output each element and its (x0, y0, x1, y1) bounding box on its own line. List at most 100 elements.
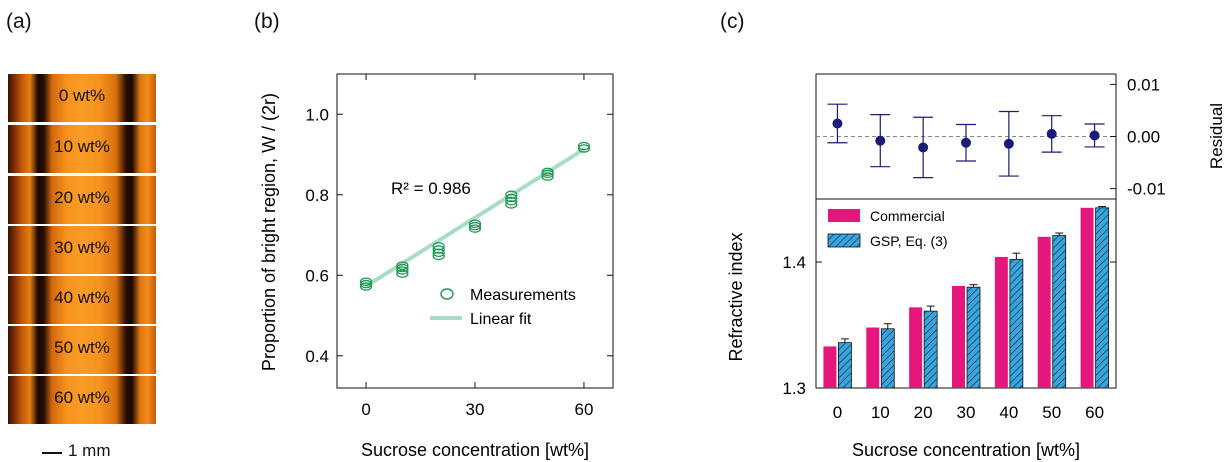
y-tick-label: 0.01 (1127, 75, 1160, 94)
bar-commercial (909, 307, 923, 388)
data-point (396, 269, 409, 278)
data-point (432, 251, 445, 261)
legend-marker-measurements (440, 288, 454, 300)
bar-commercial (866, 327, 880, 388)
strip-label: 10 wt% (54, 137, 110, 156)
data-point (396, 263, 409, 273)
data-point (505, 196, 518, 206)
x-axis-label: Sucrose concentration [wt%] (361, 440, 589, 460)
x-tick-label: 30 (957, 403, 976, 422)
panel-c-bar-chart: 1.3 1.4 0 10 20 30 40 50 60 Commercial GSP, Eq. (3… (726, 198, 1117, 460)
residual-point (1089, 130, 1100, 141)
panel-c-residual-chart: 0.01 0.00 -0.01 Residual (815, 73, 1226, 199)
panel-b-chart: 0 30 60 0.4 0.6 0.8 1.0 R² = 0.986 Measurements L… (259, 73, 614, 460)
data-point (505, 200, 518, 209)
y-tick-label: 1.0 (305, 105, 329, 124)
sample-strip: 30 wt% (8, 226, 156, 274)
x-tick-label: 50 (1042, 403, 1061, 422)
data-point (396, 261, 409, 270)
plot-frame (336, 73, 614, 389)
panel-label-a: (a) (6, 10, 32, 33)
x-tick-label: 20 (914, 403, 933, 422)
data-point (577, 141, 591, 151)
bar-gsp (880, 328, 895, 389)
data-point (505, 190, 518, 200)
residual-point (918, 142, 929, 153)
bar-gsp (1009, 259, 1024, 389)
residual-point (875, 135, 886, 146)
legend-label-measurements: Measurements (470, 287, 576, 304)
sample-strip: 20 wt% (8, 176, 156, 224)
bar-gsp (923, 310, 938, 389)
strip-label: 20 wt% (54, 188, 110, 207)
data-point (432, 242, 445, 251)
y-tick-label: 0.8 (305, 186, 329, 205)
plot-frame (815, 198, 1117, 389)
strip-label: 60 wt% (54, 388, 110, 407)
y-axis-label: Refractive index (726, 232, 746, 361)
legend-label-gsp: GSP, Eq. (3) (870, 233, 948, 249)
y-tick-label: 0.00 (1127, 128, 1160, 147)
bar-commercial (1037, 236, 1051, 388)
sample-strip: 10 wt% (8, 125, 156, 173)
linear-fit-line (364, 147, 586, 288)
legend-swatch-gsp (827, 233, 861, 248)
data-point (359, 277, 373, 286)
bar-gsp (966, 286, 981, 389)
data-point (359, 282, 373, 291)
legend-label-fit: Linear fit (470, 311, 532, 328)
bar-gsp (1052, 235, 1067, 389)
strip-label: 0 wt% (58, 86, 106, 105)
panel-label-c: (c) (720, 10, 745, 33)
legend-swatch-commercial (828, 209, 860, 222)
bar-commercial (823, 346, 837, 388)
x-tick-label: 40 (999, 403, 1018, 422)
sample-strip: 40 wt% (8, 276, 156, 324)
data-point (432, 248, 445, 257)
residual-point (1003, 138, 1014, 149)
strip-label: 50 wt% (54, 338, 110, 357)
sample-strip: 60 wt% (8, 376, 156, 424)
data-point (468, 221, 482, 231)
data-point (577, 144, 591, 153)
residual-point (1046, 128, 1057, 139)
data-point (468, 219, 482, 229)
y-tick-label: 1.3 (782, 379, 806, 398)
scale-bar (42, 452, 62, 454)
y-tick-label: 1.4 (782, 253, 806, 272)
data-point (468, 224, 482, 233)
y-tick-label: 0.6 (305, 266, 329, 285)
data-point (541, 172, 554, 181)
bar-commercial (1080, 207, 1094, 388)
residual-point (961, 137, 971, 148)
data-point (359, 279, 373, 289)
strip-label: 40 wt% (54, 288, 110, 307)
x-tick-label: 60 (574, 400, 593, 419)
y-axis-label: Proportion of bright region, W / (2r) (259, 93, 279, 371)
bar-gsp (1095, 207, 1109, 389)
scale-bar-label: 1 mm (68, 441, 111, 460)
y-tick-label: -0.01 (1127, 180, 1166, 199)
sample-strip: 50 wt% (8, 326, 156, 374)
data-point (432, 245, 445, 254)
bar-gsp (838, 342, 852, 389)
x-tick-label: 60 (1085, 403, 1104, 422)
residual-axis-label: Residual (1207, 103, 1226, 169)
panel-label-b: (b) (254, 10, 280, 33)
x-axis-label: Sucrose concentration [wt%] (852, 440, 1080, 460)
x-tick-label: 0 (361, 400, 370, 419)
sample-strip: 0 wt% (8, 74, 156, 122)
legend-label-commercial: Commercial (870, 208, 945, 224)
data-point (541, 167, 554, 177)
data-point (505, 193, 518, 203)
x-tick-label: 30 (466, 400, 485, 419)
data-point (541, 169, 554, 179)
x-tick-label: 0 (833, 403, 842, 422)
r-squared-annotation: R² = 0.986 (391, 179, 471, 198)
bar-commercial (952, 285, 965, 388)
bar-commercial (994, 256, 1008, 388)
residual-point (832, 118, 843, 129)
x-tick-label: 10 (871, 403, 890, 422)
data-point (396, 266, 409, 275)
